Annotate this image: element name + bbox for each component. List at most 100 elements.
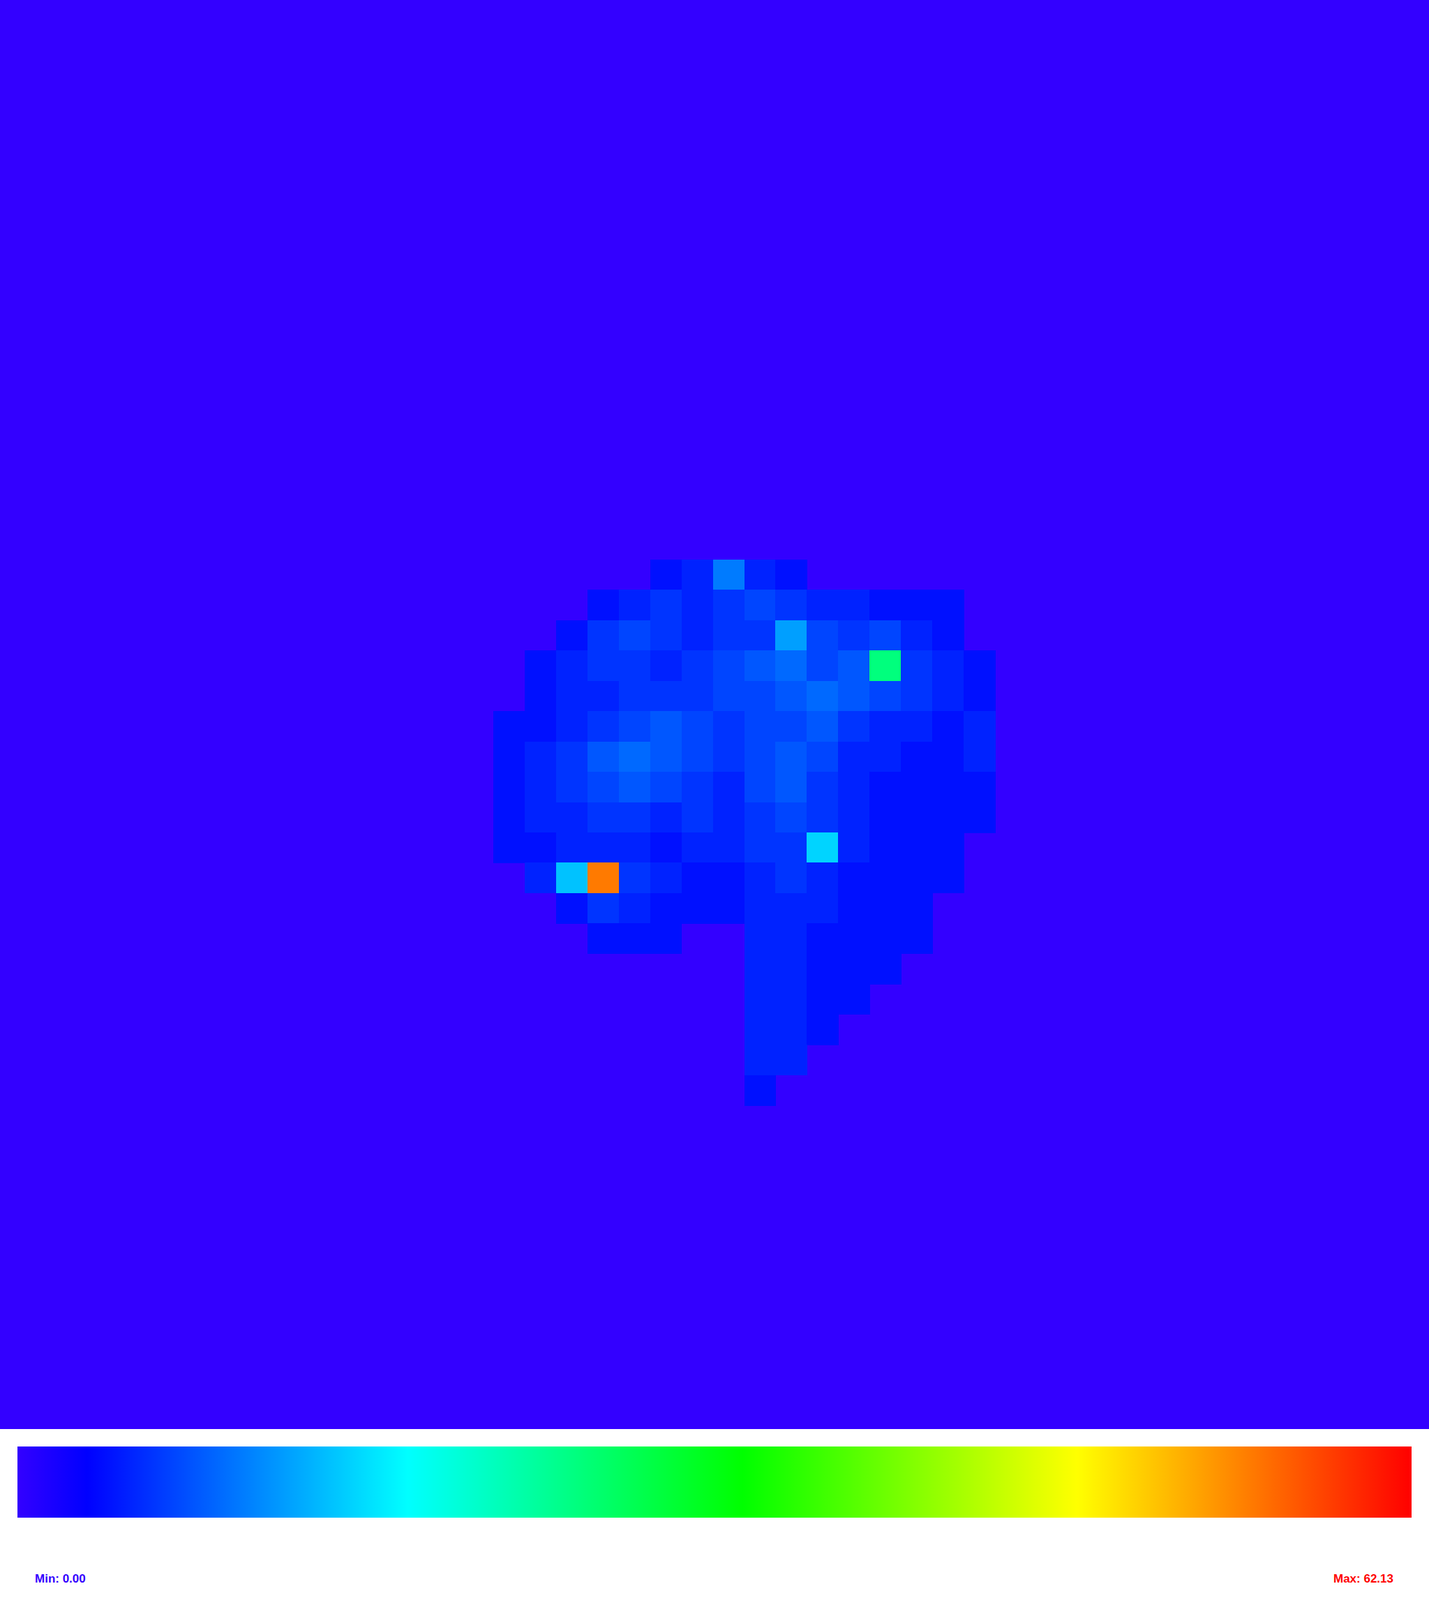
cell [806, 953, 839, 985]
cell [587, 620, 620, 652]
cell [900, 589, 933, 621]
cell [587, 711, 620, 742]
cell [744, 620, 777, 652]
cell [618, 711, 652, 742]
cell [806, 923, 839, 954]
cell [713, 650, 746, 682]
cell [524, 771, 557, 803]
cell [963, 711, 996, 742]
colorbar-label: Max: 62.13 [1333, 1572, 1394, 1586]
cell [744, 832, 777, 864]
cell [618, 893, 652, 924]
cell [869, 893, 902, 924]
cell [900, 832, 933, 864]
cell [963, 802, 996, 834]
cell [618, 589, 652, 621]
cell [838, 741, 871, 773]
colorbar [17, 1446, 1412, 1518]
cell [775, 1044, 808, 1076]
cell [806, 589, 839, 621]
cell [775, 620, 808, 652]
cell [681, 741, 714, 773]
cell [838, 983, 871, 1015]
cell [963, 741, 996, 773]
cell [556, 771, 589, 803]
cell [744, 1044, 777, 1076]
cell [838, 711, 871, 742]
cell [650, 862, 683, 894]
cell [838, 953, 871, 985]
cell [869, 620, 902, 652]
cell [713, 589, 746, 621]
cell [775, 832, 808, 864]
cell [556, 741, 589, 773]
cell [900, 802, 933, 834]
cell [681, 589, 714, 621]
cell [744, 1014, 777, 1046]
cell [587, 802, 620, 834]
cell [650, 711, 683, 742]
cell [713, 832, 746, 864]
object [493, 559, 996, 1106]
cell [806, 1014, 839, 1046]
cell [618, 741, 652, 773]
cell [900, 923, 933, 954]
cell [744, 893, 777, 924]
cell [869, 802, 902, 834]
cell [524, 650, 557, 682]
cell [932, 620, 965, 652]
cell [869, 953, 902, 985]
cell [713, 620, 746, 652]
cell [838, 802, 871, 834]
cell [681, 893, 714, 924]
cell [806, 650, 839, 682]
cell [869, 650, 902, 682]
cell [587, 741, 620, 773]
cell [587, 893, 620, 924]
cell [775, 862, 808, 894]
cell [775, 559, 808, 591]
cell [806, 620, 839, 652]
cell [932, 802, 965, 834]
cell [587, 771, 620, 803]
cell [587, 650, 620, 682]
cell [806, 681, 839, 712]
cell [493, 711, 526, 742]
cell [869, 589, 902, 621]
cell [775, 650, 808, 682]
cell [775, 589, 808, 621]
cell [932, 681, 965, 712]
cell [932, 589, 965, 621]
cell [932, 650, 965, 682]
cell [713, 862, 746, 894]
cell [744, 983, 777, 1015]
cell [838, 681, 871, 712]
cell [838, 832, 871, 864]
cell [744, 953, 777, 985]
cell [932, 711, 965, 742]
cell [744, 1075, 777, 1106]
cell [493, 741, 526, 773]
cell [650, 559, 683, 591]
cell [932, 771, 965, 803]
cell [900, 771, 933, 803]
cell [524, 802, 557, 834]
cell [775, 953, 808, 985]
cell [650, 771, 683, 803]
cell [869, 923, 902, 954]
cell [650, 681, 683, 712]
figure: Min: 0.00Max: 62.13 [0, 0, 1429, 1600]
cell [524, 862, 557, 894]
cell [932, 832, 965, 864]
cell [681, 650, 714, 682]
cell [493, 802, 526, 834]
cell [587, 832, 620, 864]
cell [963, 681, 996, 712]
cell [587, 862, 620, 894]
cell [900, 650, 933, 682]
cell [775, 771, 808, 803]
cell [650, 589, 683, 621]
cell [900, 741, 933, 773]
cell [713, 771, 746, 803]
cell [556, 711, 589, 742]
